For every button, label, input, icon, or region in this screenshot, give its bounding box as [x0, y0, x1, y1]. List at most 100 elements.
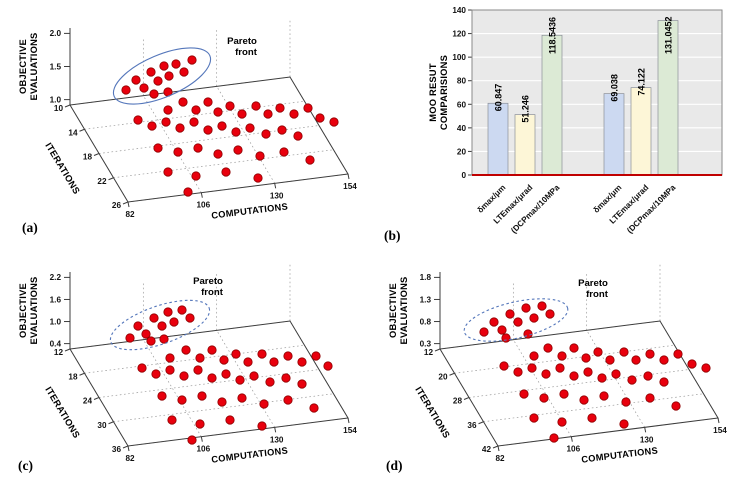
pareto-front-label: front: [235, 47, 258, 58]
floor-outline: [69, 76, 349, 203]
data-point: [207, 373, 217, 383]
data-point: [263, 109, 273, 119]
y-tick-label: 80: [457, 77, 467, 86]
x-tick-label: 154: [713, 426, 727, 435]
floor-outline: [439, 320, 719, 447]
x-tick-label: 154: [343, 426, 357, 435]
data-point: [501, 333, 511, 343]
data-point: [305, 155, 315, 165]
data-point: [541, 369, 551, 379]
y-tick: [492, 445, 499, 449]
data-point: [164, 71, 174, 81]
data-point: [659, 355, 669, 365]
z-axis-title: EVALUATIONS: [29, 276, 39, 344]
x-tick-label: 82: [125, 454, 135, 463]
panel-b-bar-chart: 02040608010012014060.847δmax/μm51.246LTE…: [428, 6, 723, 235]
data-point: [479, 327, 489, 337]
x-axis-title: COMPUTATIONS: [581, 445, 659, 464]
x-tick: [200, 192, 203, 198]
bar-value-label: 60.847: [494, 84, 504, 112]
bar: [541, 34, 563, 176]
z-tick-label: 0.4: [50, 339, 62, 348]
y-tick-label: 14: [68, 128, 78, 137]
data-point: [173, 147, 183, 157]
x-tick-label: 154: [343, 182, 357, 191]
y-tick-label: 0: [461, 171, 466, 180]
y-tick-label: 100: [452, 53, 466, 62]
data-point: [539, 393, 549, 403]
data-point: [133, 115, 143, 125]
data-point: [255, 151, 265, 161]
data-point: [671, 401, 681, 411]
z-tick-label: 1.5: [50, 62, 62, 71]
data-point: [259, 399, 269, 409]
data-point: [605, 355, 615, 365]
data-point: [191, 171, 201, 181]
data-point: [171, 59, 181, 69]
panel-label-a: (a): [22, 220, 38, 235]
z-tick-label: 2.2: [50, 273, 62, 282]
data-point: [195, 419, 205, 429]
data-point: [213, 107, 223, 117]
panel-label-d: (d): [386, 458, 403, 473]
y-tick: [64, 104, 71, 108]
panel-label-b: (b): [384, 228, 401, 243]
data-point: [593, 347, 603, 357]
data-point: [537, 301, 547, 311]
plot-background: [472, 10, 722, 175]
bar-value-label: 118.5436: [548, 17, 558, 54]
pareto-front-label: Pareto: [578, 278, 608, 289]
floor-gridline-iterations: [98, 369, 320, 398]
y-axis-title: COMPARISIONS: [439, 55, 449, 130]
x-tick-label: 82: [495, 454, 505, 463]
z-tick-label: 0.8: [420, 317, 432, 326]
y-tick: [463, 397, 470, 400]
y-tick-label: 36: [112, 445, 122, 454]
data-point: [489, 317, 499, 327]
data-point: [269, 357, 279, 367]
y-tick: [434, 348, 441, 352]
data-point: [177, 305, 187, 315]
data-point: [125, 333, 135, 343]
data-point: [329, 117, 339, 127]
x-tick: [127, 201, 130, 208]
x-tick: [717, 417, 720, 424]
y-tick: [108, 421, 114, 425]
data-point: [139, 83, 149, 93]
data-point: [597, 373, 607, 383]
data-point: [555, 363, 565, 373]
x-axis-title: COMPUTATIONS: [211, 201, 289, 220]
x-tick: [200, 436, 203, 442]
data-point: [557, 417, 567, 427]
data-point: [251, 101, 261, 111]
floor-gridline-iterations: [468, 369, 690, 398]
data-point: [645, 393, 655, 403]
data-point: [237, 393, 247, 403]
data-point: [569, 371, 579, 381]
y-axis-title: MOO RESUT: [428, 63, 438, 122]
data-point: [659, 377, 669, 387]
data-point: [499, 361, 509, 371]
data-point: [643, 371, 653, 381]
data-point: [185, 313, 195, 323]
y-tick-label: 42: [482, 445, 492, 454]
x-tick-label: (DCPmax/10MPa: [625, 183, 677, 235]
data-point: [529, 313, 539, 323]
data-point: [545, 309, 555, 319]
data-point: [549, 433, 559, 443]
data-point: [275, 103, 285, 113]
x-tick-label: 130: [270, 191, 284, 200]
x-tick-label: (DCPmax/10MPa: [509, 183, 561, 235]
data-point: [153, 143, 163, 153]
y-tick-label: 22: [97, 177, 107, 186]
data-point: [529, 413, 539, 423]
data-point: [187, 55, 197, 65]
data-point: [213, 149, 223, 159]
y-tick-label: 120: [452, 30, 466, 39]
data-point: [673, 349, 683, 359]
data-point: [297, 357, 307, 367]
data-point: [197, 391, 207, 401]
data-point: [569, 343, 579, 353]
